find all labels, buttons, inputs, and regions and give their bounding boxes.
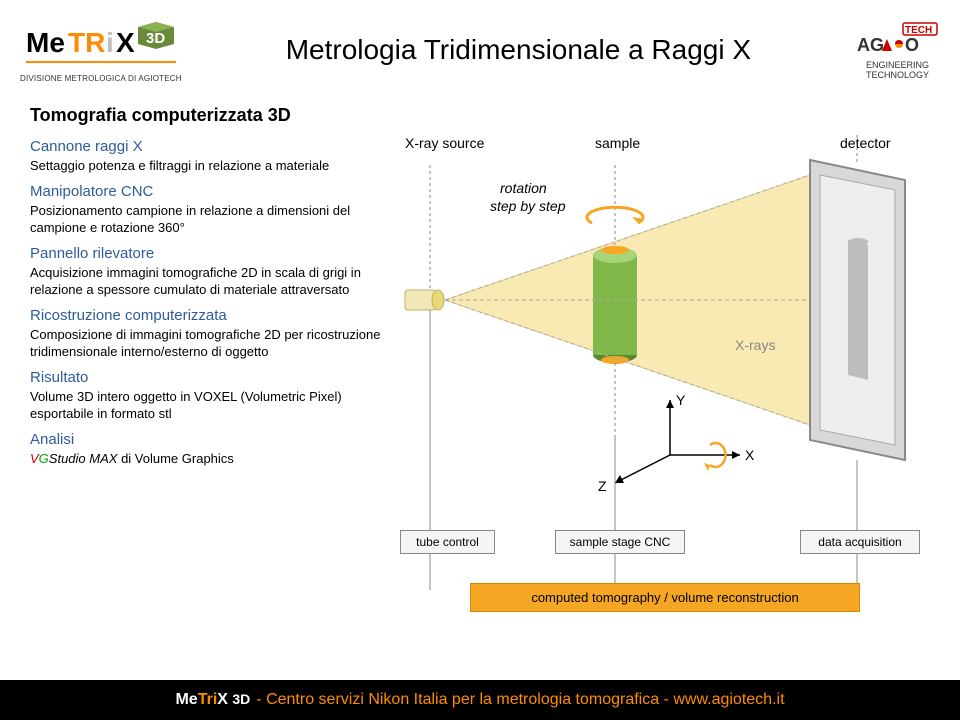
right-column: X-rays Y X Z (400, 105, 940, 670)
item-desc: Composizione di immagini tomografiche 2D… (30, 326, 390, 361)
box-tube-control: tube control (400, 530, 495, 554)
item-desc: Volume 3D intero oggetto in VOXEL (Volum… (30, 388, 390, 423)
svg-text:3D: 3D (146, 30, 165, 47)
footer-brand: MeTriX 3D (175, 691, 250, 709)
left-column: Tomografia computerizzata 3D Cannone rag… (30, 105, 400, 670)
ct-diagram: X-rays Y X Z (400, 105, 930, 635)
box-sample-stage: sample stage CNC (555, 530, 685, 554)
label-step: step by step (490, 198, 566, 214)
svg-text:Me: Me (26, 27, 65, 58)
svg-text:X-rays: X-rays (735, 337, 775, 353)
item-title: Manipolatore CNC (30, 183, 390, 200)
item-desc: Settaggio potenza e filtraggi in relazio… (30, 157, 390, 175)
item-desc: Acquisizione immagini tomografiche 2D in… (30, 264, 390, 299)
label-rotation: rotation (500, 180, 547, 196)
metrix-logo: Me TR i X 3D (26, 17, 176, 72)
svg-text:X: X (745, 447, 755, 463)
item-title: Analisi (30, 431, 390, 448)
section-title: Tomografia computerizzata 3D (30, 105, 390, 126)
item-desc: Posizionamento campione in relazione a d… (30, 202, 390, 237)
label-sample: sample (595, 135, 640, 151)
box-data-acq: data acquisition (800, 530, 920, 554)
logo-right-block: TECH AG O ENGINEERING TECHNOLOGY (855, 19, 940, 81)
svg-text:AG: AG (857, 35, 884, 55)
label-xray-source: X-ray source (405, 135, 484, 151)
svg-text:i: i (106, 27, 114, 58)
agio-sub-line2: TECHNOLOGY (866, 71, 929, 81)
svg-text:Y: Y (676, 392, 686, 408)
item-title: Pannello rilevatore (30, 245, 390, 262)
logo-subtitle: DIVISIONE METROLOGICA DI AGIOTECH (20, 74, 182, 83)
box-reconstruction: computed tomography / volume reconstruct… (470, 583, 860, 612)
items-list: Cannone raggi X Settaggio potenza e filtr… (30, 138, 390, 467)
svg-text:Z: Z (598, 478, 607, 494)
footer-text: - Centro servizi Nikon Italia per la met… (256, 691, 784, 709)
label-detector: detector (840, 135, 891, 151)
content-area: Tomografia computerizzata 3D Cannone rag… (0, 95, 960, 670)
logo-left-block: Me TR i X 3D DIVISIONE METROLOGICA DI AG… (20, 17, 182, 83)
item-title: Ricostruzione computerizzata (30, 307, 390, 324)
item-title: Cannone raggi X (30, 138, 390, 155)
footer: MeTriX 3D - Centro servizi Nikon Italia … (0, 680, 960, 720)
item-title: Risultato (30, 369, 390, 386)
agio-subtitle: ENGINEERING TECHNOLOGY (866, 61, 929, 81)
header: Me TR i X 3D DIVISIONE METROLOGICA DI AG… (0, 0, 960, 95)
svg-text:O: O (905, 35, 919, 55)
page-title: Metrologia Tridimensionale a Raggi X (182, 34, 855, 66)
agiotech-logo: TECH AG O (855, 19, 940, 59)
item-desc: VGStudio MAX di Volume Graphics (30, 450, 390, 468)
svg-text:X: X (116, 27, 135, 58)
svg-text:TR: TR (68, 27, 105, 58)
